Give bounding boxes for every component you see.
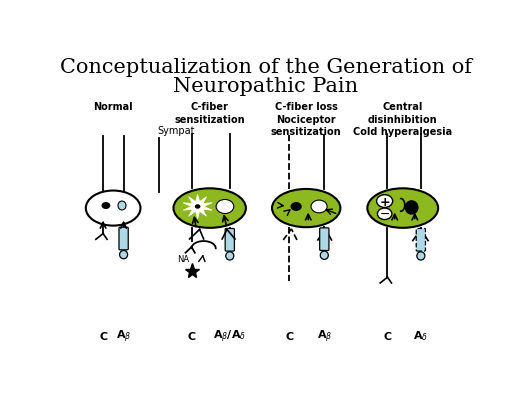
Ellipse shape <box>417 252 425 261</box>
Text: Normal: Normal <box>93 102 133 112</box>
Circle shape <box>377 195 393 208</box>
Circle shape <box>291 202 302 211</box>
Ellipse shape <box>118 202 126 211</box>
Text: C: C <box>187 331 196 341</box>
Text: +: + <box>379 195 390 208</box>
Circle shape <box>216 200 234 214</box>
Text: A$_\beta$: A$_\beta$ <box>116 328 131 344</box>
Text: NA: NA <box>177 254 189 263</box>
Circle shape <box>195 205 200 209</box>
FancyBboxPatch shape <box>320 228 329 251</box>
FancyBboxPatch shape <box>119 228 128 250</box>
Polygon shape <box>183 195 212 219</box>
Ellipse shape <box>367 189 438 228</box>
FancyBboxPatch shape <box>225 229 235 252</box>
Circle shape <box>102 202 111 209</box>
Text: Neuropathic Pain: Neuropathic Pain <box>173 76 359 95</box>
Text: A$_\beta$: A$_\beta$ <box>317 328 332 344</box>
Text: Conceptualization of the Generation of: Conceptualization of the Generation of <box>60 57 472 76</box>
Text: A$_\delta$: A$_\delta$ <box>413 329 428 343</box>
Text: C-fiber
sensitization: C-fiber sensitization <box>174 102 245 124</box>
Circle shape <box>311 201 327 214</box>
Circle shape <box>377 209 392 220</box>
Text: C-fiber loss
Nociceptor
sensitization: C-fiber loss Nociceptor sensitization <box>271 102 342 137</box>
Text: Central
disinhibition
Cold hyperalgesia: Central disinhibition Cold hyperalgesia <box>353 102 452 137</box>
Text: C: C <box>285 331 293 341</box>
Ellipse shape <box>173 189 246 228</box>
Text: Sympat: Sympat <box>157 126 195 135</box>
Text: C: C <box>384 331 391 341</box>
Text: A$_\beta$/A$_\delta$: A$_\beta$/A$_\delta$ <box>213 328 247 344</box>
Ellipse shape <box>320 252 329 260</box>
Text: C: C <box>99 331 107 341</box>
FancyBboxPatch shape <box>416 229 426 252</box>
Text: −: − <box>379 208 390 221</box>
Ellipse shape <box>272 190 340 228</box>
Ellipse shape <box>226 252 234 261</box>
Ellipse shape <box>405 201 418 215</box>
Ellipse shape <box>86 191 141 226</box>
Ellipse shape <box>119 251 128 259</box>
